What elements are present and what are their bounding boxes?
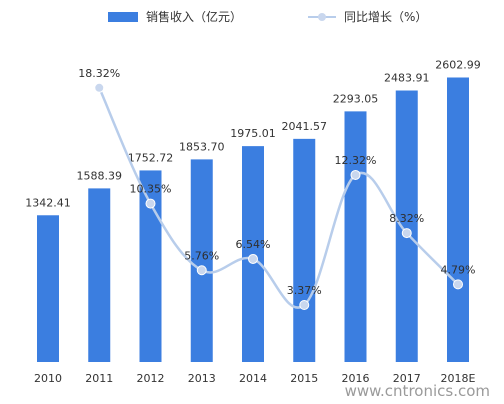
growth-value-label: 6.54%	[236, 238, 271, 251]
bar-value-label: 2293.05	[333, 92, 379, 105]
x-tick-label: 2017	[393, 372, 421, 385]
x-tick-label: 2012	[137, 372, 165, 385]
x-tick-label: 2014	[239, 372, 267, 385]
bar-value-label: 1342.41	[25, 196, 71, 209]
x-tick-label: 2010	[34, 372, 62, 385]
growth-value-label: 18.32%	[78, 67, 120, 80]
x-tick-label: 2016	[342, 372, 370, 385]
bar-value-label: 1853.70	[179, 140, 225, 153]
growth-value-label: 8.32%	[389, 212, 424, 225]
growth-value-label: 4.79%	[441, 263, 476, 276]
bar-2010	[37, 215, 59, 362]
x-tick-label: 2011	[85, 372, 113, 385]
growth-point-2011	[94, 82, 105, 93]
watermark: www.cntronics.com	[344, 382, 490, 400]
bar-2013	[190, 159, 213, 362]
growth-point-2015	[299, 300, 310, 310]
bar-value-label: 2041.57	[282, 120, 328, 133]
bar-series	[37, 77, 469, 363]
legend-item-sales: 销售收入（亿元）	[108, 8, 242, 25]
legend-item-growth: 同比增长（%）	[308, 8, 427, 25]
growth-value-label: 3.37%	[287, 284, 322, 297]
growth-point-2018E	[453, 279, 463, 290]
bar-value-label: 1752.72	[128, 151, 174, 164]
x-axis-tick-labels: 2010 2011 2012 2013 2014 2015 2016 2017 2018E	[34, 372, 476, 385]
growth-value-label: 10.35%	[130, 183, 172, 196]
legend-label-growth: 同比增长（%）	[344, 10, 428, 24]
bar-2017	[395, 90, 418, 362]
bar-value-label: 1975.01	[230, 127, 276, 140]
bar-2016	[344, 111, 367, 363]
growth-point-2012	[145, 198, 156, 209]
bar-value-label: 2602.99	[435, 58, 481, 71]
legend-line-swatch	[308, 12, 336, 22]
growth-value-label: 12.32%	[335, 154, 377, 167]
growth-point-2014	[248, 253, 258, 264]
bar-2015	[293, 138, 316, 362]
x-tick-label: 2013	[188, 372, 216, 385]
legend: 销售收入（亿元） 同比增长（%）	[0, 6, 504, 26]
x-tick-label: 2018E	[441, 372, 476, 385]
bar-value-label: 2483.91	[384, 72, 430, 85]
bar-2012	[139, 170, 162, 362]
growth-point-2013	[196, 265, 207, 276]
bar-value-labels: 1342.41 1588.39 1752.72 1853.70 1975.01 2041.…	[25, 58, 481, 209]
growth-line-series	[94, 82, 463, 310]
bar-2011	[88, 188, 111, 362]
bar-2018E	[447, 77, 469, 363]
bar-value-label: 1588.39	[77, 169, 123, 182]
growth-value-labels: 18.32% 10.35% 5.76% 6.54% 3.37% 12.32% 8.32% 4.…	[78, 67, 475, 297]
x-tick-label: 2015	[290, 372, 318, 385]
legend-bar-swatch	[108, 11, 138, 22]
growth-point-2016	[350, 169, 361, 180]
legend-label-sales: 销售收入（亿元）	[146, 10, 243, 24]
growth-value-label: 5.76%	[184, 249, 219, 262]
growth-point-2017	[401, 228, 412, 239]
